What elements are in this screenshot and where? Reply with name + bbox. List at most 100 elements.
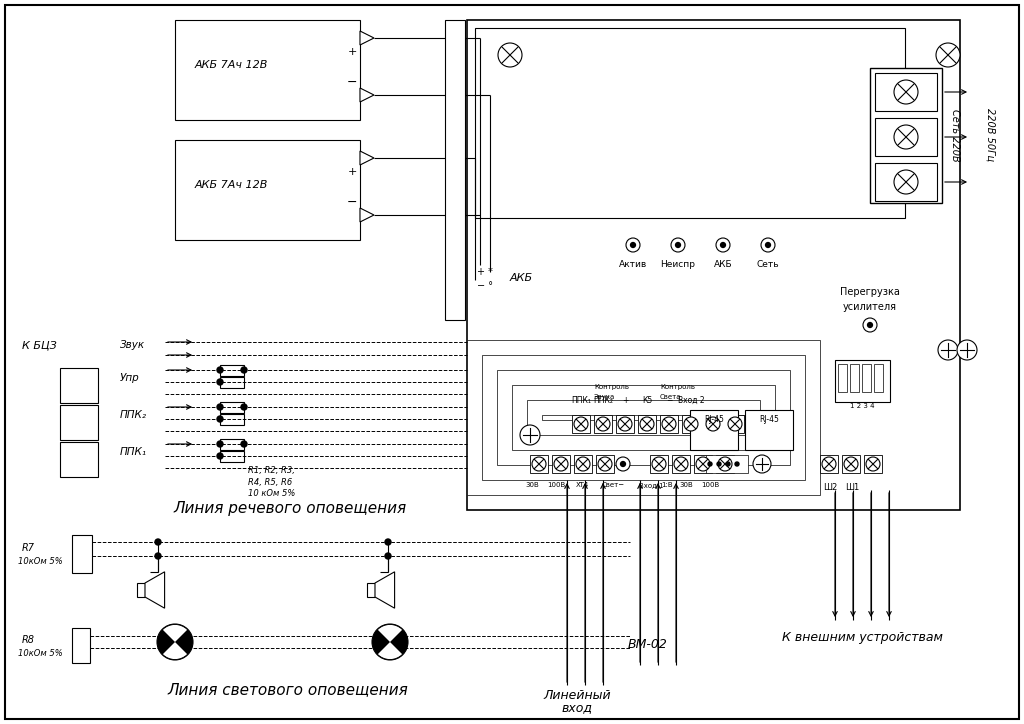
Bar bbox=[445, 20, 465, 320]
Bar bbox=[220, 450, 244, 461]
Wedge shape bbox=[378, 642, 402, 659]
Circle shape bbox=[718, 457, 732, 471]
Bar bbox=[467, 340, 820, 495]
Polygon shape bbox=[375, 572, 394, 608]
Bar bbox=[175, 20, 360, 120]
Circle shape bbox=[554, 457, 568, 471]
Bar bbox=[864, 455, 882, 473]
Circle shape bbox=[866, 457, 880, 471]
Circle shape bbox=[596, 417, 610, 431]
Circle shape bbox=[155, 553, 161, 559]
Bar bbox=[220, 376, 244, 387]
Circle shape bbox=[217, 441, 223, 447]
Bar bbox=[220, 402, 244, 413]
Text: 100В: 100В bbox=[547, 482, 565, 488]
Bar bbox=[497, 370, 790, 465]
Bar bbox=[838, 364, 847, 392]
Circle shape bbox=[675, 242, 681, 248]
Bar bbox=[527, 400, 760, 435]
Text: +: + bbox=[622, 396, 628, 405]
Circle shape bbox=[662, 417, 676, 431]
Text: Линейный: Линейный bbox=[543, 689, 610, 702]
Circle shape bbox=[936, 43, 961, 67]
Circle shape bbox=[720, 242, 726, 248]
Bar bbox=[175, 140, 360, 240]
Circle shape bbox=[938, 340, 958, 360]
Circle shape bbox=[717, 462, 721, 466]
Circle shape bbox=[753, 455, 771, 473]
Circle shape bbox=[241, 441, 247, 447]
Circle shape bbox=[894, 80, 918, 104]
Bar bbox=[574, 455, 592, 473]
Bar bbox=[542, 415, 745, 420]
Circle shape bbox=[863, 318, 877, 332]
Circle shape bbox=[217, 379, 223, 385]
Text: ППК₂: ППК₂ bbox=[593, 396, 613, 405]
Bar bbox=[482, 355, 805, 480]
Text: АКБ 7Ач 12В: АКБ 7Ач 12В bbox=[195, 60, 268, 70]
Bar bbox=[690, 410, 738, 450]
Bar bbox=[530, 455, 548, 473]
Text: ВМ-02: ВМ-02 bbox=[628, 639, 668, 652]
Text: АКБ: АКБ bbox=[510, 273, 534, 283]
Text: 1 2 3 4: 1 2 3 4 bbox=[850, 403, 874, 409]
Text: ППК₁: ППК₁ bbox=[571, 396, 591, 405]
Bar bbox=[842, 455, 860, 473]
Circle shape bbox=[671, 238, 685, 252]
Bar bbox=[367, 583, 375, 597]
Circle shape bbox=[640, 417, 654, 431]
Bar bbox=[874, 73, 937, 111]
Circle shape bbox=[217, 367, 223, 373]
Text: К внешним устройствам: К внешним устройствам bbox=[781, 631, 942, 644]
Text: +: + bbox=[348, 47, 357, 57]
Text: Контроль: Контроль bbox=[594, 384, 629, 390]
Bar bbox=[870, 68, 942, 203]
Text: Звука: Звука bbox=[594, 394, 615, 400]
Text: Вход 1: Вход 1 bbox=[639, 482, 664, 488]
Text: К5: К5 bbox=[642, 396, 652, 405]
Circle shape bbox=[217, 404, 223, 410]
Circle shape bbox=[217, 416, 223, 422]
Circle shape bbox=[735, 462, 739, 466]
Text: 10кОм 5%: 10кОм 5% bbox=[18, 557, 62, 566]
Circle shape bbox=[520, 425, 540, 445]
Circle shape bbox=[696, 457, 710, 471]
Bar bbox=[862, 364, 871, 392]
Circle shape bbox=[155, 539, 161, 545]
Bar bbox=[616, 415, 634, 433]
Circle shape bbox=[630, 242, 636, 248]
Text: Света: Света bbox=[660, 394, 682, 400]
Text: Вход 2: Вход 2 bbox=[678, 396, 705, 405]
Circle shape bbox=[716, 238, 730, 252]
Text: − °: − ° bbox=[477, 281, 493, 291]
Circle shape bbox=[598, 457, 612, 471]
Bar bbox=[726, 415, 744, 433]
Circle shape bbox=[894, 125, 918, 149]
Text: Сеть 220В: Сеть 220В bbox=[950, 109, 961, 161]
Circle shape bbox=[894, 170, 918, 194]
Circle shape bbox=[626, 238, 640, 252]
Bar bbox=[638, 415, 656, 433]
Wedge shape bbox=[163, 625, 187, 642]
Bar bbox=[745, 410, 793, 450]
Bar bbox=[220, 413, 244, 424]
Circle shape bbox=[684, 417, 698, 431]
Circle shape bbox=[575, 457, 590, 471]
Bar bbox=[60, 405, 98, 440]
Circle shape bbox=[241, 367, 247, 373]
Wedge shape bbox=[163, 642, 187, 659]
Text: ППК₁: ППК₁ bbox=[120, 447, 147, 457]
Bar bbox=[660, 415, 678, 433]
Polygon shape bbox=[360, 151, 374, 165]
Circle shape bbox=[706, 417, 720, 431]
Text: + *: + * bbox=[477, 267, 493, 277]
Circle shape bbox=[726, 462, 730, 466]
Polygon shape bbox=[360, 31, 374, 45]
Polygon shape bbox=[360, 88, 374, 102]
Text: 30В: 30В bbox=[525, 482, 539, 488]
Text: Неиспр: Неиспр bbox=[660, 260, 695, 269]
Circle shape bbox=[674, 457, 688, 471]
Bar bbox=[874, 364, 883, 392]
Bar bbox=[874, 163, 937, 201]
Circle shape bbox=[844, 457, 858, 471]
